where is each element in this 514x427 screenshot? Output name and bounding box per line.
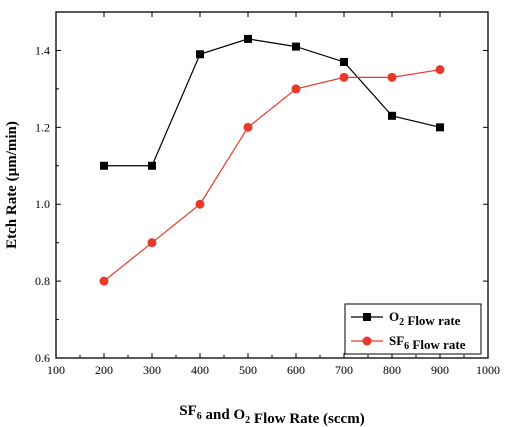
series-2	[99, 65, 445, 286]
y-tick-label: 0.6	[35, 351, 50, 365]
data-point	[339, 72, 349, 82]
x-tick-label: 900	[431, 363, 449, 377]
x-tick-label: 600	[287, 363, 305, 377]
data-point	[388, 111, 396, 120]
y-tick-label: 1.0	[35, 197, 50, 211]
legend-item: SF6 Flow rate	[351, 333, 466, 352]
x-tick-label: 200	[95, 363, 113, 377]
legend-box	[344, 303, 482, 355]
legend-marker	[362, 336, 372, 346]
y-tick-label: 1.4	[35, 43, 50, 57]
data-point	[340, 57, 348, 66]
series-line	[104, 38, 441, 167]
legend-item: O2 Flow rate	[351, 309, 461, 328]
y-tick-label: 1.2	[35, 120, 50, 134]
data-point	[435, 65, 445, 75]
data-point	[196, 50, 204, 59]
data-point	[148, 161, 156, 170]
y-tick-label: 0.8	[35, 274, 50, 288]
x-tick-label: 700	[335, 363, 353, 377]
data-point	[243, 122, 253, 132]
data-point	[195, 199, 205, 209]
data-point	[292, 42, 300, 51]
x-tick-label: 300	[143, 363, 161, 377]
series-line	[103, 69, 441, 282]
data-point	[147, 238, 157, 248]
x-tick-label: 400	[191, 363, 209, 377]
data-point	[436, 123, 444, 132]
y-axis-title: Etch Rate (µm/min)	[4, 121, 20, 249]
series-layer	[99, 34, 445, 286]
x-tick-label: 800	[383, 363, 401, 377]
data-point	[291, 84, 301, 94]
data-point	[100, 161, 108, 170]
series-1	[100, 34, 444, 170]
x-tick-label: 100	[47, 363, 65, 377]
legend-label: SF6 Flow rate	[389, 333, 466, 352]
x-tick-label: 500	[239, 363, 257, 377]
y-axis-ticks: 0.6 0.8 1.0 1.2 1.4	[35, 11, 488, 365]
x-axis-title: SF6 and O2 Flow Rate (sccm)	[179, 403, 364, 427]
x-axis-ticks: 100 200 300 400 500 600 700 800 900 1000	[47, 12, 500, 377]
data-point	[244, 34, 252, 43]
x-tick-label: 1000	[476, 363, 500, 377]
data-point	[387, 72, 397, 82]
legend-marker	[363, 313, 371, 321]
legend-label: O2 Flow rate	[389, 309, 461, 328]
legend: O2 Flow rate SF6 Flow rate	[344, 303, 482, 355]
data-point	[99, 276, 109, 286]
